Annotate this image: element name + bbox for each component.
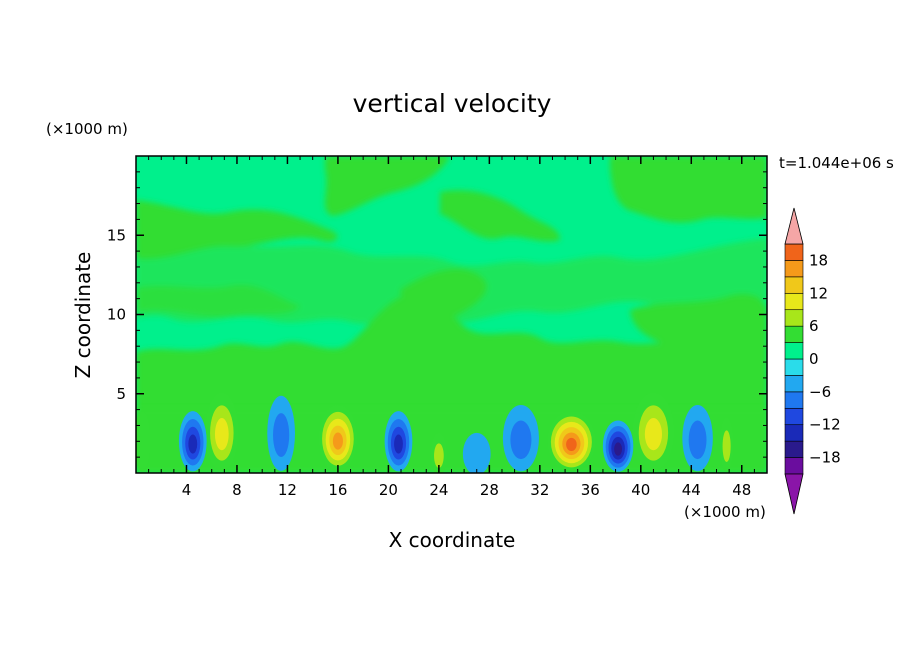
colorbar-bin-2 xyxy=(784,424,804,442)
colorbar-bin-8 xyxy=(784,325,804,343)
top-blob-mid2 xyxy=(440,190,560,242)
chart-title: vertical velocity xyxy=(353,89,552,118)
feature-13-contour-0 xyxy=(462,432,491,473)
features-layer xyxy=(136,392,734,473)
feature-0-contour-5 xyxy=(566,437,577,452)
feature-10 xyxy=(430,432,448,473)
y-axis: 5 10 15 xyxy=(107,171,767,458)
top-blob-mid xyxy=(324,156,450,216)
feature-0 xyxy=(547,411,596,472)
colorbar-bin-11 xyxy=(784,276,804,294)
feature-5 xyxy=(384,411,413,472)
colorbar-label-0: 18 xyxy=(809,251,828,269)
x-tick-label-1: 8 xyxy=(232,481,242,499)
feature-2-contour-2 xyxy=(214,418,229,451)
feature-7 xyxy=(682,405,713,472)
x-tick-label-7: 32 xyxy=(530,481,549,499)
colorbar-bin-4 xyxy=(784,391,804,409)
feature-10-contour-1 xyxy=(434,443,444,468)
time-label: t=1.044e+06 s xyxy=(779,154,894,172)
feature-1-contour-4 xyxy=(332,432,343,450)
colorbar-under-arrow xyxy=(784,473,804,515)
colorbar-label-2: 6 xyxy=(809,317,819,335)
feature-6 xyxy=(178,411,207,472)
colorbar-over-arrow xyxy=(784,207,804,245)
colorbar-bin-0 xyxy=(784,457,804,475)
colorbar-label-1: 12 xyxy=(809,284,828,302)
right-mid-blob xyxy=(630,294,767,352)
x-tick-label-2: 12 xyxy=(278,481,297,499)
colorbar-bin-13 xyxy=(784,243,804,261)
colorbar-label-6: −18 xyxy=(809,449,841,467)
feature-11-contour-1 xyxy=(722,430,731,462)
x-axis-label: X coordinate xyxy=(389,528,516,552)
feature-3 xyxy=(632,392,675,471)
y-tick-label-0: 5 xyxy=(116,385,126,403)
colorbar-bin-5 xyxy=(784,375,804,393)
upper-mid-blob xyxy=(400,268,487,321)
colorbar-label-5: −12 xyxy=(809,416,841,434)
x-tick-label-8: 36 xyxy=(581,481,600,499)
colorbar: 18 12 6 0 −6 −12 −18 xyxy=(784,207,841,515)
y-tick-label-2: 15 xyxy=(107,226,126,244)
x-tick-label-0: 4 xyxy=(182,481,192,499)
colorbar-bin-7 xyxy=(784,342,804,360)
colorbar-bin-1 xyxy=(784,440,804,458)
colorbar-bin-12 xyxy=(784,260,804,278)
top-blob-right xyxy=(610,156,767,223)
feature-7-contour-1 xyxy=(688,420,707,460)
x-unit-label: (×1000 m) xyxy=(684,503,766,521)
feature-11 xyxy=(719,417,734,472)
feature-9-contour-1 xyxy=(273,413,290,458)
feature-6-contour-3 xyxy=(188,434,198,454)
y-unit-label: (×1000 m) xyxy=(46,120,128,138)
feature-12 xyxy=(136,411,151,472)
x-tick-label-5: 24 xyxy=(429,481,448,499)
colorbar-label-3: 0 xyxy=(809,350,819,368)
colorbar-label-4: −6 xyxy=(809,383,831,401)
feature-13 xyxy=(462,432,491,473)
feature-2 xyxy=(205,392,239,471)
y-tick-label-1: 10 xyxy=(107,306,126,324)
feature-3-contour-2 xyxy=(644,418,662,451)
x-tick-label-4: 20 xyxy=(379,481,398,499)
x-tick-label-9: 40 xyxy=(631,481,650,499)
mid-left-blob xyxy=(136,284,300,317)
feature-5-contour-3 xyxy=(394,434,403,454)
x-axis: 4 8 12 16 20 24 28 32 36 40 44 48 xyxy=(148,156,755,499)
feature-9 xyxy=(267,395,296,472)
feature-4 xyxy=(602,420,634,472)
feature-4-contour-4 xyxy=(614,442,623,456)
colorbar-bin-3 xyxy=(784,407,804,426)
feature-8-contour-1 xyxy=(510,420,532,460)
y-axis-label: Z coordinate xyxy=(71,252,95,379)
x-tick-label-10: 44 xyxy=(682,481,701,499)
x-tick-label-3: 16 xyxy=(328,481,347,499)
colorbar-bin-10 xyxy=(784,292,804,311)
colorbar-bin-9 xyxy=(784,309,804,327)
x-tick-label-6: 28 xyxy=(480,481,499,499)
plot-area xyxy=(136,156,767,473)
feature-1 xyxy=(318,405,358,472)
feature-12-contour-0 xyxy=(136,411,151,472)
colorbar-bin-6 xyxy=(784,358,804,376)
feature-8 xyxy=(502,405,539,472)
x-tick-label-11: 48 xyxy=(732,481,751,499)
